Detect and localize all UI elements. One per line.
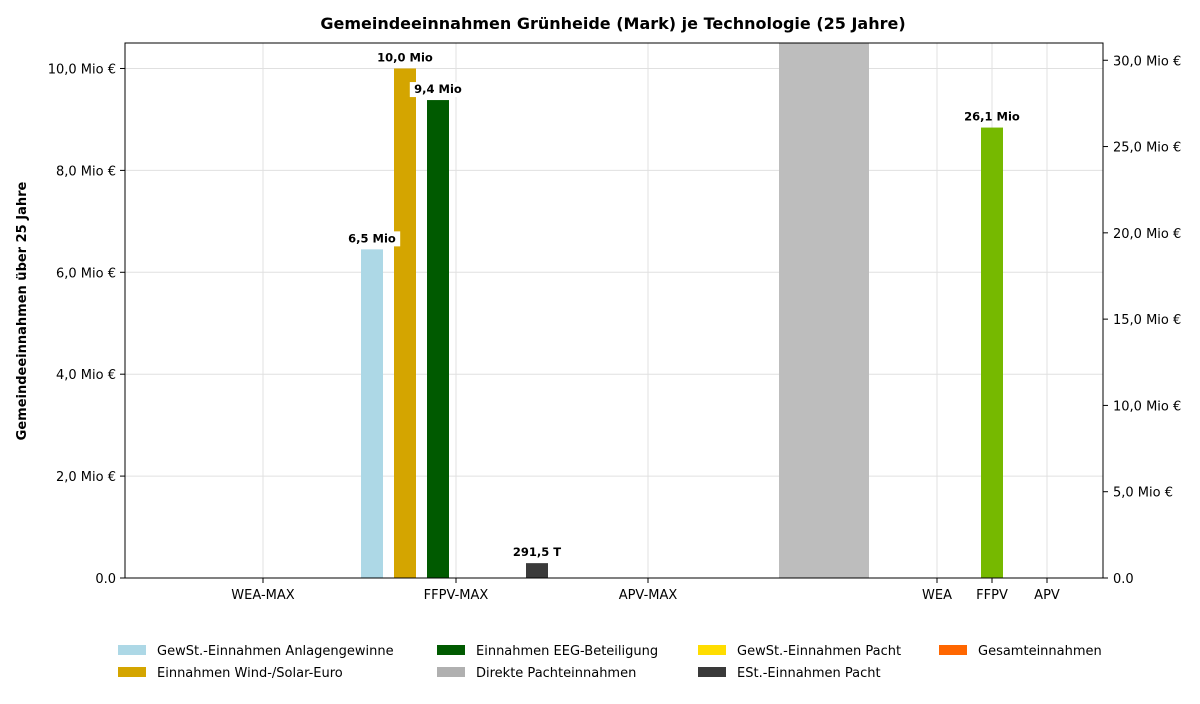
y2-tick-label: 0.0 bbox=[1113, 572, 1134, 587]
legend-label: Direkte Pachteinnahmen bbox=[476, 666, 636, 681]
legend-label: Einnahmen Wind-/Solar-Euro bbox=[157, 666, 343, 681]
y2-tick-label: 30,0 Mio € bbox=[1113, 54, 1181, 69]
labels-layer: 6,5 Mio 10,0 Mio 9,4 Mio 291,5 T 26,1 Mio bbox=[343, 50, 1020, 559]
x-tick-label: FFPV-MAX bbox=[424, 588, 489, 603]
legend-label: GewSt.-Einnahmen Pacht bbox=[737, 644, 901, 659]
bar bbox=[526, 563, 548, 578]
x-tick-label: APV bbox=[1034, 588, 1060, 603]
legend-swatch bbox=[118, 667, 146, 677]
y2-tick-label: 20,0 Mio € bbox=[1113, 227, 1181, 242]
x-tick-label: WEA-MAX bbox=[231, 588, 294, 603]
legend-swatch bbox=[118, 645, 146, 655]
band-layer bbox=[779, 43, 869, 578]
bar-value-label: 6,5 Mio bbox=[348, 231, 396, 245]
legend-label: ESt.-Einnahmen Pacht bbox=[737, 666, 881, 681]
x-tick-label: FFPV bbox=[976, 588, 1008, 603]
x-tick-label: APV-MAX bbox=[619, 588, 678, 603]
legend-swatch bbox=[437, 667, 465, 677]
y-tick-label: 10,0 Mio € bbox=[48, 62, 116, 77]
bar-value-label: 291,5 T bbox=[513, 545, 561, 559]
legend-swatch bbox=[437, 645, 465, 655]
y-tick-label: 8,0 Mio € bbox=[56, 164, 116, 179]
bar-value-label: 9,4 Mio bbox=[414, 82, 462, 96]
bar bbox=[394, 68, 416, 578]
legend-swatch bbox=[698, 645, 726, 655]
y2-tick-label: 10,0 Mio € bbox=[1113, 399, 1181, 414]
bars-layer bbox=[361, 68, 1003, 579]
grid-layer bbox=[125, 43, 1103, 579]
legend-label: Gesamteinnahmen bbox=[978, 644, 1102, 659]
x-tick-label: WEA bbox=[922, 588, 952, 603]
y2-tick-label: 5,0 Mio € bbox=[1113, 486, 1173, 501]
bar-label-bg bbox=[409, 82, 467, 98]
y2-tick-label: 15,0 Mio € bbox=[1113, 313, 1181, 328]
y-tick-label: 4,0 Mio € bbox=[56, 368, 116, 383]
legend-swatch bbox=[939, 645, 967, 655]
separator-band bbox=[779, 43, 869, 578]
legend-label: Einnahmen EEG-Beteiligung bbox=[476, 644, 658, 659]
legend-swatch bbox=[698, 667, 726, 677]
y2-tick-label: 25,0 Mio € bbox=[1113, 141, 1181, 156]
legend-label: GewSt.-Einnahmen Anlagengewinne bbox=[157, 644, 394, 659]
axes-layer: 0.0 2,0 Mio € 4,0 Mio € 6,0 Mio € 8,0 Mio € 1… bbox=[48, 54, 1182, 603]
chart-title: Gemeindeeinnahmen Grünheide (Mark) je Te… bbox=[320, 14, 905, 33]
y-tick-label: 2,0 Mio € bbox=[56, 470, 116, 485]
y-tick-label: 6,0 Mio € bbox=[56, 266, 116, 281]
bar-value-label: 26,1 Mio bbox=[964, 110, 1020, 124]
y-tick-label: 0.0 bbox=[95, 572, 116, 587]
bar bbox=[427, 100, 449, 579]
legend: GewSt.-Einnahmen Anlagengewinne Einnahmen… bbox=[118, 644, 1102, 681]
plot-frame bbox=[124, 42, 1104, 579]
bar bbox=[361, 249, 383, 578]
bar-value-label: 10,0 Mio bbox=[377, 50, 433, 64]
y-axis-label: Gemeindeeinnahmen über 25 Jahre bbox=[15, 181, 30, 440]
bar-label-bg bbox=[343, 231, 401, 247]
bar-total bbox=[981, 127, 1003, 578]
